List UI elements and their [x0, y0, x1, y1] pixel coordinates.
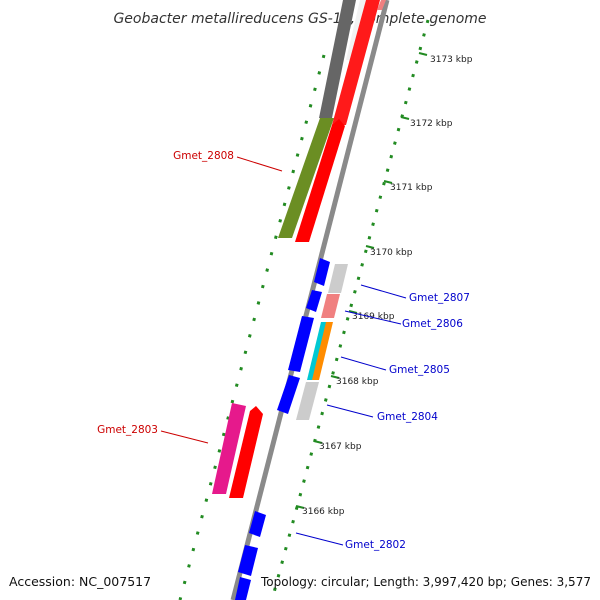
summary-text: Topology: circular; Length: 3,997,420 bp… — [260, 574, 591, 589]
cds-forward-gmet-2807a — [314, 258, 330, 286]
feature-pink-gmet-2806 — [321, 294, 340, 318]
feature-magenta-gmet-2803 — [212, 403, 246, 494]
gene-label-leader — [160, 430, 209, 444]
gene-label-gmet-2802[interactable]: Gmet_2802 — [345, 539, 406, 551]
cds-forward-gmet-2804 — [277, 375, 300, 414]
feature-light-grey-gmet-2804 — [296, 382, 319, 420]
tick-label-3166: 3166 kbp — [302, 507, 345, 517]
gene-label-gmet-2807[interactable]: Gmet_2807 — [409, 292, 470, 304]
tick-label-3170: 3170 kbp — [370, 248, 413, 258]
accession-text: Accession: NC_007517 — [9, 574, 151, 589]
feature-olive-gmet-2808 — [278, 118, 334, 238]
gene-label-leader — [360, 284, 407, 299]
cds-reverse-gmet-2803 — [229, 406, 263, 498]
gene-label-leader — [344, 310, 402, 325]
gene-label-gmet-2803[interactable]: Gmet_2803 — [97, 424, 158, 436]
tick-mark — [330, 375, 340, 379]
tick-label-3167: 3167 kbp — [319, 442, 362, 452]
tick-label-3169: 3169 kbp — [352, 312, 395, 322]
gene-label-gmet-2805[interactable]: Gmet_2805 — [389, 364, 450, 376]
gene-label-gmet-2808[interactable]: Gmet_2808 — [173, 150, 234, 162]
tick-mark — [418, 52, 428, 56]
cds-reverse-gmet-2808 — [295, 119, 345, 242]
tick-mark — [400, 116, 410, 120]
feature-red-top — [332, 0, 380, 125]
gene-label-leader — [236, 156, 283, 172]
cds-forward-gmet-2806 — [306, 290, 322, 312]
tick-mark — [348, 310, 358, 314]
feature-pink-stripe — [377, 0, 386, 10]
feature-orange-gmet-2805 — [312, 322, 333, 380]
gene-label-leader — [326, 404, 374, 418]
tick-label-3173: 3173 kbp — [430, 55, 473, 65]
tick-marks — [295, 52, 428, 509]
gene-label-gmet-2804[interactable]: Gmet_2804 — [377, 411, 438, 423]
tick-mark — [313, 440, 323, 444]
map-title: Geobacter metallireducens GS-15, complet… — [113, 11, 486, 27]
feature-dark-grey-top — [319, 0, 356, 118]
gene-label-leader — [295, 532, 344, 546]
tick-label-3172: 3172 kbp — [410, 119, 453, 129]
tick-mark — [295, 505, 305, 509]
cds-forward-lower-1 — [238, 545, 258, 576]
tick-label-3171: 3171 kbp — [390, 183, 433, 193]
tick-mark — [383, 180, 393, 184]
cds-forward-gmet-2802 — [249, 511, 266, 537]
cds-forward-lower-2 — [235, 577, 251, 600]
gene-label-gmet-2806[interactable]: Gmet_2806 — [402, 318, 463, 330]
tick-label-3168: 3168 kbp — [336, 377, 379, 387]
feature-light-grey-gmet-2807 — [328, 264, 348, 293]
cds-forward-gmet-2805 — [288, 316, 314, 372]
gene-label-leader — [340, 356, 387, 371]
tick-mark — [365, 245, 375, 249]
